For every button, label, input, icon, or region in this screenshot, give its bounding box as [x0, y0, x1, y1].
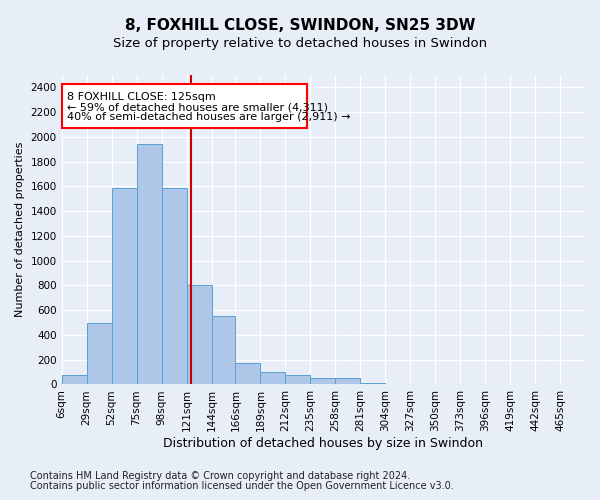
Bar [286, 375, 310, 384]
Bar [161, 188, 187, 384]
Text: 8 FOXHILL CLOSE: 125sqm: 8 FOXHILL CLOSE: 125sqm [67, 92, 216, 102]
Bar [187, 286, 212, 384]
Text: Contains HM Land Registry data © Crown copyright and database right 2024.: Contains HM Land Registry data © Crown c… [30, 471, 410, 481]
Bar [62, 375, 86, 384]
Bar [112, 188, 137, 384]
Y-axis label: Number of detached properties: Number of detached properties [15, 142, 25, 318]
X-axis label: Distribution of detached houses by size in Swindon: Distribution of detached houses by size … [163, 437, 484, 450]
Bar [212, 316, 235, 384]
Text: ← 59% of detached houses are smaller (4,311): ← 59% of detached houses are smaller (4,… [67, 102, 328, 112]
Bar [335, 378, 360, 384]
Bar [86, 322, 112, 384]
Bar [137, 144, 161, 384]
Bar [360, 383, 385, 384]
Text: 8, FOXHILL CLOSE, SWINDON, SN25 3DW: 8, FOXHILL CLOSE, SWINDON, SN25 3DW [125, 18, 475, 32]
Bar [260, 372, 286, 384]
FancyBboxPatch shape [62, 84, 307, 128]
Text: Size of property relative to detached houses in Swindon: Size of property relative to detached ho… [113, 38, 487, 51]
Text: Contains public sector information licensed under the Open Government Licence v3: Contains public sector information licen… [30, 481, 454, 491]
Bar [310, 378, 335, 384]
Bar [235, 363, 260, 384]
Text: 40% of semi-detached houses are larger (2,911) →: 40% of semi-detached houses are larger (… [67, 112, 350, 122]
